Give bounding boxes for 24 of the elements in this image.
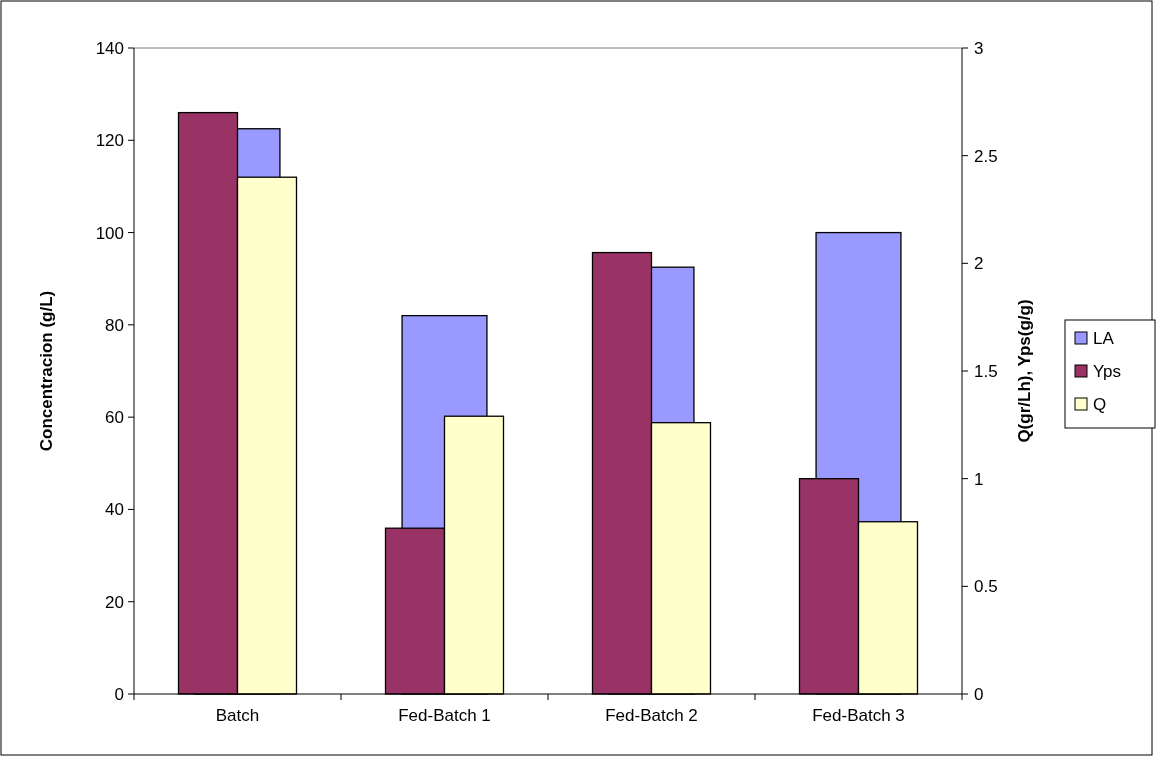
- x-tick-label: Fed-Batch 1: [398, 706, 491, 725]
- y-tick-label: 80: [105, 315, 124, 335]
- y-tick-label: 0: [114, 684, 124, 704]
- legend-label: LA: [1093, 328, 1115, 348]
- legend-label: Q: [1093, 394, 1107, 414]
- y2-tick-label: 2: [974, 254, 984, 274]
- legend-label: Yps: [1093, 361, 1122, 381]
- y-tick-label: 20: [105, 592, 124, 612]
- x-tick-label: Batch: [215, 706, 260, 725]
- y2-tick-label: 0: [974, 684, 984, 704]
- x-tick-label: Fed-Batch 2: [605, 706, 698, 725]
- y2-tick-label: 0.5: [974, 577, 998, 597]
- y2-tick-label: 3: [974, 38, 984, 58]
- y-tick-label: 60: [105, 408, 124, 428]
- y-tick-label: 100: [95, 223, 124, 243]
- y2-tick-label: 1.5: [974, 361, 998, 381]
- y2-tick-label: 2.5: [974, 146, 998, 166]
- y-tick-label: 40: [105, 500, 124, 520]
- y-tick-label: 120: [95, 131, 124, 151]
- y-axis-title: Concentracion (g/L): [37, 290, 56, 452]
- y2-tick-label: 1: [974, 469, 984, 489]
- y2-axis-title: Q(gr/Lh), Yps(g/g): [1015, 299, 1034, 443]
- x-tick-label: Fed-Batch 3: [812, 706, 905, 725]
- y-tick-label: 140: [95, 38, 124, 58]
